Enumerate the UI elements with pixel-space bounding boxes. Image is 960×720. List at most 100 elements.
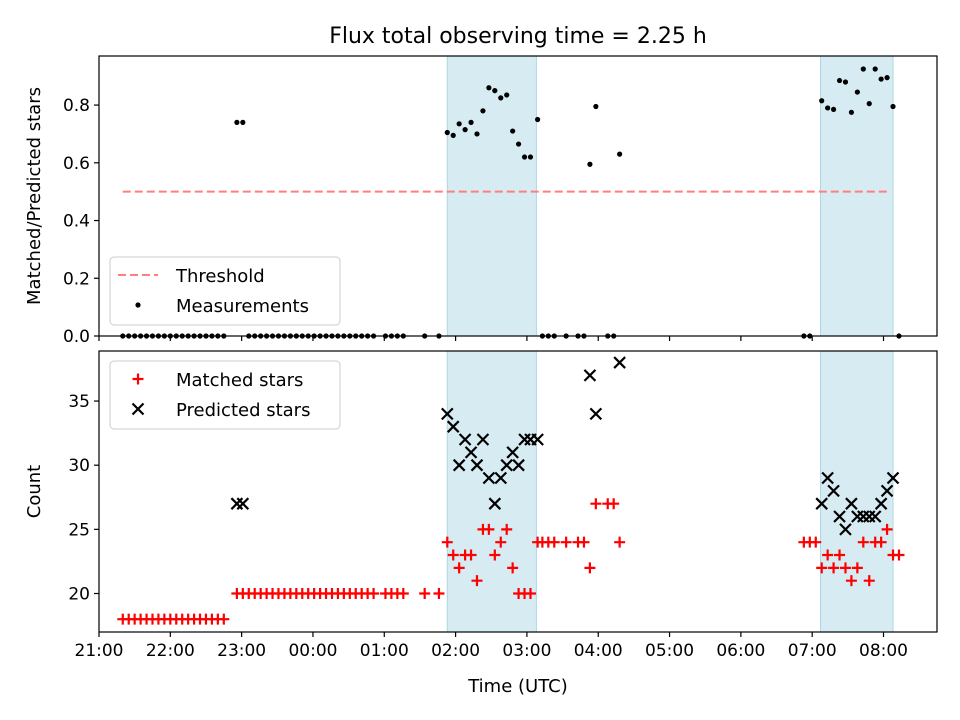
data-point xyxy=(535,116,541,123)
data-point xyxy=(234,119,240,125)
data-point xyxy=(440,407,454,421)
x-tick-label: 04:00 xyxy=(574,641,623,661)
data-point xyxy=(495,536,507,548)
x-axis-label: Time (UTC) xyxy=(467,676,568,697)
y-tick-label: 20 xyxy=(68,585,90,605)
data-point xyxy=(480,108,486,114)
data-point xyxy=(515,141,522,147)
data-point xyxy=(884,75,890,81)
data-point xyxy=(494,471,508,485)
data-point xyxy=(489,549,501,561)
x-tick-label: 02:00 xyxy=(431,641,480,661)
data-point xyxy=(492,88,498,94)
data-point xyxy=(583,369,597,382)
data-point xyxy=(464,446,478,459)
data-point xyxy=(822,549,834,561)
data-point xyxy=(830,106,837,113)
data-point xyxy=(878,76,884,82)
panel-counts: 20 25 30 35 21:00 22:00 23:00 00:00 01:00 02:00 03… xyxy=(24,350,938,661)
data-point xyxy=(874,497,888,510)
y-tick-label: 0.0 xyxy=(63,327,90,347)
x-tick-label: 21:00 xyxy=(75,641,124,661)
data-point xyxy=(613,356,626,369)
data-point xyxy=(419,588,431,600)
data-point xyxy=(506,446,519,459)
legend: Matched stars Predicted stars xyxy=(109,360,341,430)
data-point xyxy=(498,95,504,101)
data-point xyxy=(617,151,623,157)
data-point xyxy=(452,458,466,472)
y-tick-label: 25 xyxy=(68,520,90,540)
data-point xyxy=(474,131,480,137)
chart-title: Flux total observing time = 2.25 h xyxy=(329,24,707,49)
data-point xyxy=(450,132,456,138)
data-point xyxy=(368,588,380,600)
data-point xyxy=(893,549,905,561)
data-point xyxy=(836,77,843,84)
data-point xyxy=(828,562,840,574)
data-point xyxy=(587,161,593,167)
data-point xyxy=(471,575,483,587)
data-point xyxy=(881,523,893,535)
y-tick-label: 0.2 xyxy=(63,269,90,289)
data-point xyxy=(510,128,516,134)
y-axis-label: Count xyxy=(24,465,45,518)
x-tick-label: 05:00 xyxy=(645,641,694,661)
shaded-region xyxy=(446,350,537,633)
data-point xyxy=(872,66,878,72)
axes-frame xyxy=(98,55,938,337)
data-point xyxy=(527,154,534,160)
data-point xyxy=(488,497,502,510)
data-point xyxy=(589,407,603,421)
data-point xyxy=(810,536,822,548)
legend: Threshold Measurements xyxy=(109,256,341,326)
data-point xyxy=(590,498,602,510)
x-tick-label: 06:00 xyxy=(716,641,765,661)
data-point xyxy=(880,484,894,498)
data-point xyxy=(218,613,230,625)
data-point xyxy=(578,536,590,548)
y-tick-label: 30 xyxy=(68,456,90,476)
y-tick-label: 35 xyxy=(68,392,90,412)
data-point xyxy=(483,523,495,535)
data-point xyxy=(468,119,474,125)
data-point xyxy=(860,66,866,72)
data-point xyxy=(839,562,851,574)
y-tick-label: 0.6 xyxy=(63,154,90,174)
data-point xyxy=(608,498,620,510)
data-point xyxy=(816,562,828,574)
data-point xyxy=(821,471,834,485)
y-tick-label: 0.8 xyxy=(63,96,90,116)
legend-swatch xyxy=(132,373,144,385)
data-point xyxy=(854,89,860,95)
data-point xyxy=(524,588,536,600)
x-tick-label: 22:00 xyxy=(146,641,195,661)
data-point xyxy=(851,562,863,574)
data-point xyxy=(482,471,496,485)
data-point xyxy=(857,536,869,548)
data-point xyxy=(614,536,626,548)
legend-label: Matched stars xyxy=(176,370,303,391)
data-point xyxy=(453,562,465,574)
data-point xyxy=(886,471,900,485)
data-point xyxy=(447,549,459,561)
data-point xyxy=(458,433,472,446)
data-point xyxy=(845,575,857,587)
data-point xyxy=(584,562,596,574)
data-point xyxy=(441,536,453,548)
data-point xyxy=(845,497,858,510)
data-point xyxy=(446,420,460,433)
data-point xyxy=(486,85,492,91)
data-point xyxy=(842,79,849,85)
data-point xyxy=(236,497,250,510)
x-tick-label: 01:00 xyxy=(360,641,409,661)
legend-swatch xyxy=(135,302,141,308)
data-point xyxy=(462,127,468,133)
data-point xyxy=(815,497,828,510)
data-point xyxy=(839,523,852,536)
data-point xyxy=(827,484,840,498)
shaded-region xyxy=(820,350,894,633)
data-point xyxy=(833,510,846,523)
data-point xyxy=(875,536,887,548)
